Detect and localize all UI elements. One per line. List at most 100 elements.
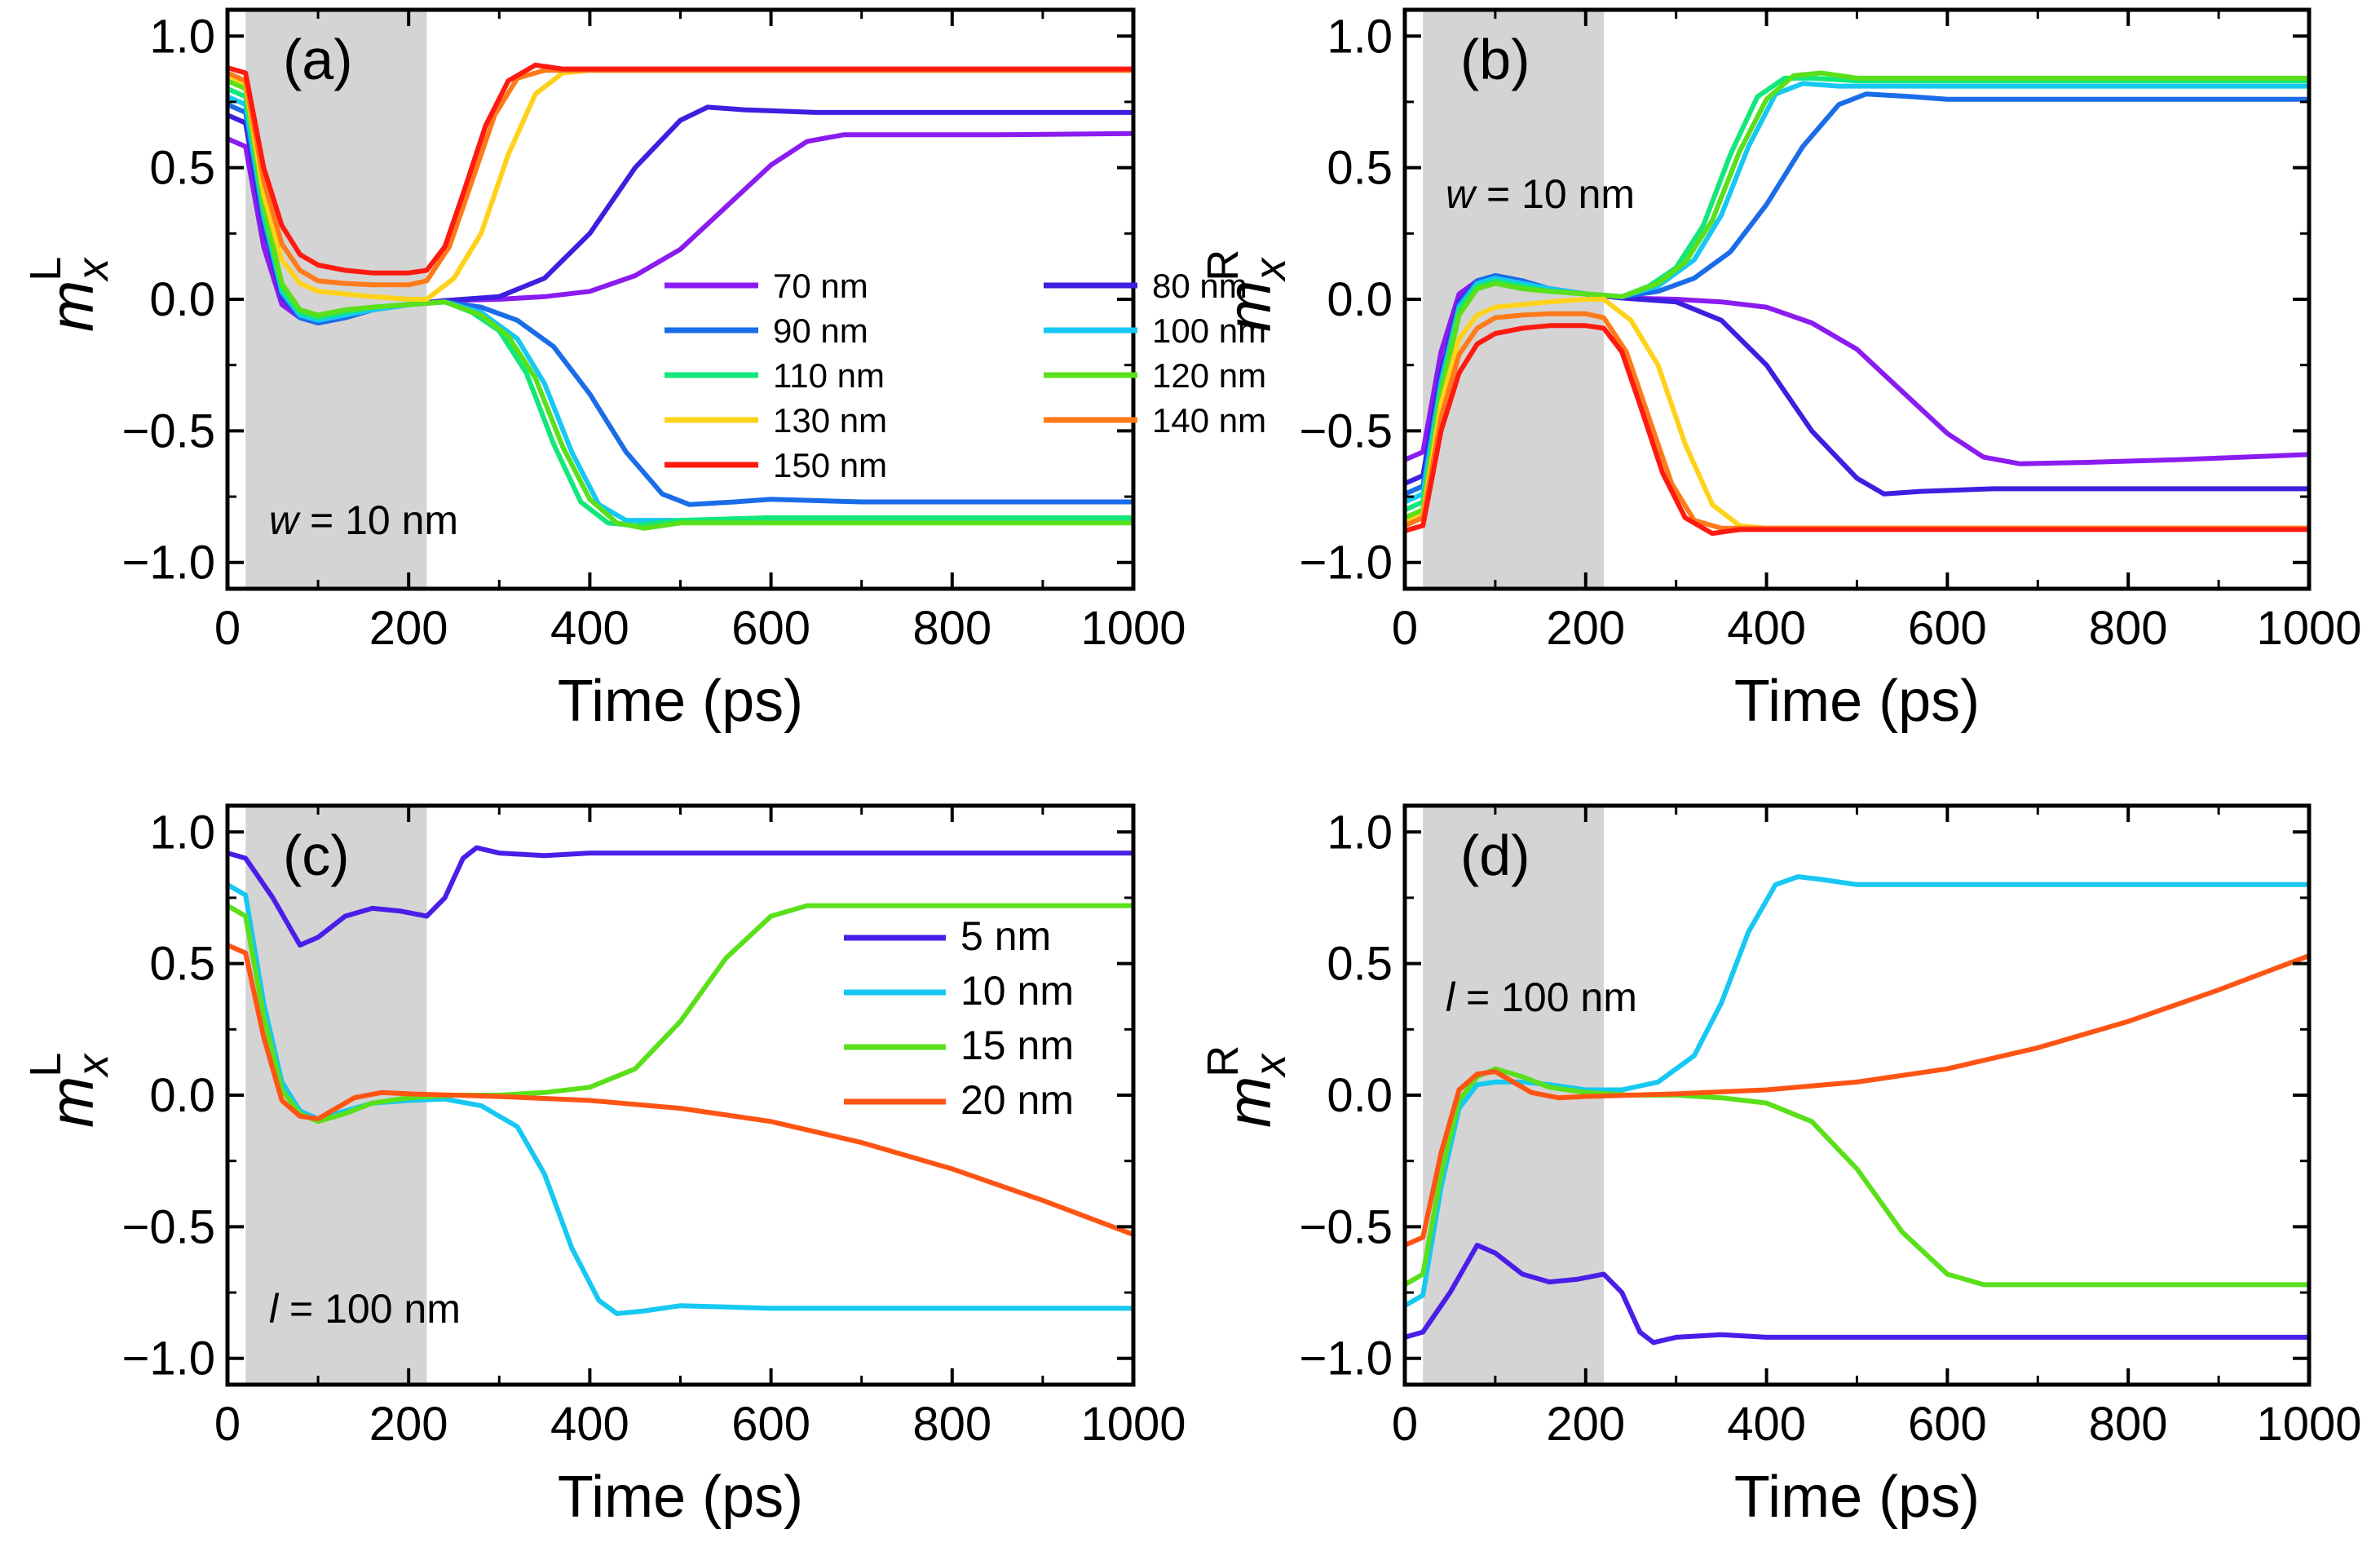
- x-tick-label: 200: [1546, 602, 1625, 655]
- y-tick-label: −0.5: [122, 404, 216, 457]
- y-tick-label: 1.0: [149, 806, 215, 859]
- x-tick-label: 1000: [1080, 1398, 1186, 1451]
- series-line-20-nm: [1405, 953, 2309, 1248]
- legend-label: 20 nm: [960, 1077, 1074, 1123]
- series-line-130-nm: [1405, 297, 2309, 531]
- x-tick-label: 0: [1392, 602, 1418, 655]
- x-tick-label: 400: [550, 1398, 629, 1451]
- y-tick-label: −1.0: [1300, 537, 1393, 590]
- legend-label: 70 nm: [773, 267, 868, 305]
- y-tick-label: −1.0: [122, 1332, 216, 1385]
- y-tick-label: −0.5: [1300, 404, 1393, 457]
- x-axis-title: Time (ps): [558, 1465, 803, 1530]
- series-line-5-nm: [1405, 1243, 2309, 1346]
- legend-label: 110 nm: [773, 356, 885, 395]
- x-tick-label: 600: [731, 1398, 810, 1451]
- y-axis-title: mxR: [1199, 1045, 1295, 1128]
- legend: 70 nm 80 nm 90 nm 100 nm 110 nm 120 nm 130 nm 1…: [665, 267, 1266, 484]
- x-tick-label: 1000: [2256, 1398, 2361, 1451]
- y-tick-label: 0.0: [149, 273, 215, 326]
- y-tick-label: 0.5: [149, 938, 215, 991]
- y-tick-label: 0.5: [149, 142, 215, 195]
- series-line-120-nm: [227, 78, 1133, 531]
- x-tick-label: 800: [912, 1398, 991, 1451]
- x-tick-label: 800: [2089, 1398, 2168, 1451]
- y-tick-label: 0.5: [1327, 142, 1393, 195]
- panel-label: (a): [283, 28, 353, 91]
- legend-label: 90 nm: [773, 312, 868, 350]
- x-tick-label: 600: [731, 602, 810, 655]
- parameter-note: w = 10 nm: [269, 497, 458, 543]
- curves: [227, 845, 1133, 1316]
- panel-c: 0 200 400 600 800 1000 −1.0 −0.5 0.0 0.5 1.0 Time (…: [21, 803, 1186, 1530]
- legend: 5 nm 10 nm 15 nm 20 nm: [844, 913, 1074, 1123]
- series-line-5-nm: [227, 845, 1133, 948]
- x-tick-label: 1000: [2256, 602, 2361, 655]
- series-line-150-nm: [227, 62, 1133, 276]
- y-tick-label: 1.0: [1327, 806, 1393, 859]
- series-line-10-nm: [227, 882, 1133, 1316]
- curves: [227, 62, 1133, 531]
- legend-label: 80 nm: [1152, 267, 1247, 305]
- y-tick-label: 1.0: [1327, 10, 1393, 63]
- curves: [1405, 874, 2309, 1346]
- legend-label: 130 nm: [773, 401, 887, 440]
- y-tick-label: −0.5: [1300, 1200, 1393, 1253]
- legend-label: 150 nm: [773, 446, 887, 484]
- legend-label: 120 nm: [1152, 356, 1266, 395]
- y-tick-label: −1.0: [1300, 1332, 1393, 1385]
- x-tick-label: 600: [1908, 602, 1987, 655]
- parameter-note: l = 100 nm: [269, 1286, 461, 1332]
- y-tick-label: −1.0: [122, 537, 216, 590]
- panel-d: 0 200 400 600 800 1000 −1.0 −0.5 0.0 0.5 1.0 Time (…: [1199, 803, 2362, 1530]
- y-axis-title: mxL: [21, 257, 117, 332]
- x-tick-label: 1000: [1080, 602, 1186, 655]
- series-line-150-nm: [1405, 323, 2309, 537]
- series-line-130-nm: [227, 68, 1133, 302]
- parameter-note: w = 10 nm: [1446, 171, 1635, 217]
- y-axis-title: mxR: [1199, 250, 1295, 332]
- panel-label: (c): [283, 824, 350, 887]
- series-line-140-nm: [1405, 311, 2309, 531]
- y-tick-label: −0.5: [122, 1200, 216, 1253]
- x-tick-label: 800: [2089, 602, 2168, 655]
- x-tick-label: 800: [912, 602, 991, 655]
- legend-label: 5 nm: [960, 913, 1051, 959]
- y-axis-title: mxL: [21, 1053, 117, 1128]
- panel-b: 0 200 400 600 800 1000 −1.0 −0.5 0.0 0.5 1.0 Time (…: [1199, 7, 2362, 734]
- curves: [1405, 70, 2309, 537]
- series-line-70-nm: [1405, 276, 2309, 466]
- series-line-70-nm: [227, 130, 1133, 322]
- series-line-140-nm: [227, 68, 1133, 288]
- x-tick-label: 400: [550, 602, 629, 655]
- panel-label: (b): [1460, 28, 1530, 91]
- x-axis-title: Time (ps): [1734, 1465, 1980, 1530]
- x-tick-label: 200: [1546, 1398, 1625, 1451]
- x-tick-label: 200: [369, 1398, 448, 1451]
- legend-label: 15 nm: [960, 1023, 1074, 1068]
- y-tick-label: 0.0: [1327, 1069, 1393, 1122]
- series-line-10-nm: [1405, 874, 2309, 1309]
- panel-a: 0 200 400 600 800 1000 −1.0 −0.5 0.0 0.5 1.0 Time (…: [21, 7, 1266, 734]
- x-axis-title: Time (ps): [1734, 669, 1980, 734]
- y-tick-label: 0.0: [149, 1069, 215, 1122]
- parameter-note: l = 100 nm: [1446, 974, 1637, 1020]
- legend-label: 140 nm: [1152, 401, 1266, 440]
- y-tick-label: 0.0: [1327, 273, 1393, 326]
- legend-label: 100 nm: [1152, 312, 1266, 350]
- legend-label: 10 nm: [960, 968, 1074, 1014]
- x-tick-label: 0: [214, 602, 241, 655]
- x-tick-label: 200: [369, 602, 448, 655]
- y-tick-label: 0.5: [1327, 938, 1393, 991]
- y-tick-label: 1.0: [149, 10, 215, 63]
- x-tick-label: 400: [1727, 602, 1806, 655]
- x-tick-label: 0: [214, 1398, 241, 1451]
- x-axis-title: Time (ps): [558, 669, 803, 734]
- series-line-20-nm: [227, 943, 1133, 1237]
- x-tick-label: 600: [1908, 1398, 1987, 1451]
- panel-label: (d): [1460, 824, 1530, 887]
- x-tick-label: 0: [1392, 1398, 1418, 1451]
- x-tick-label: 400: [1727, 1398, 1806, 1451]
- series-line-120-nm: [1405, 70, 2309, 520]
